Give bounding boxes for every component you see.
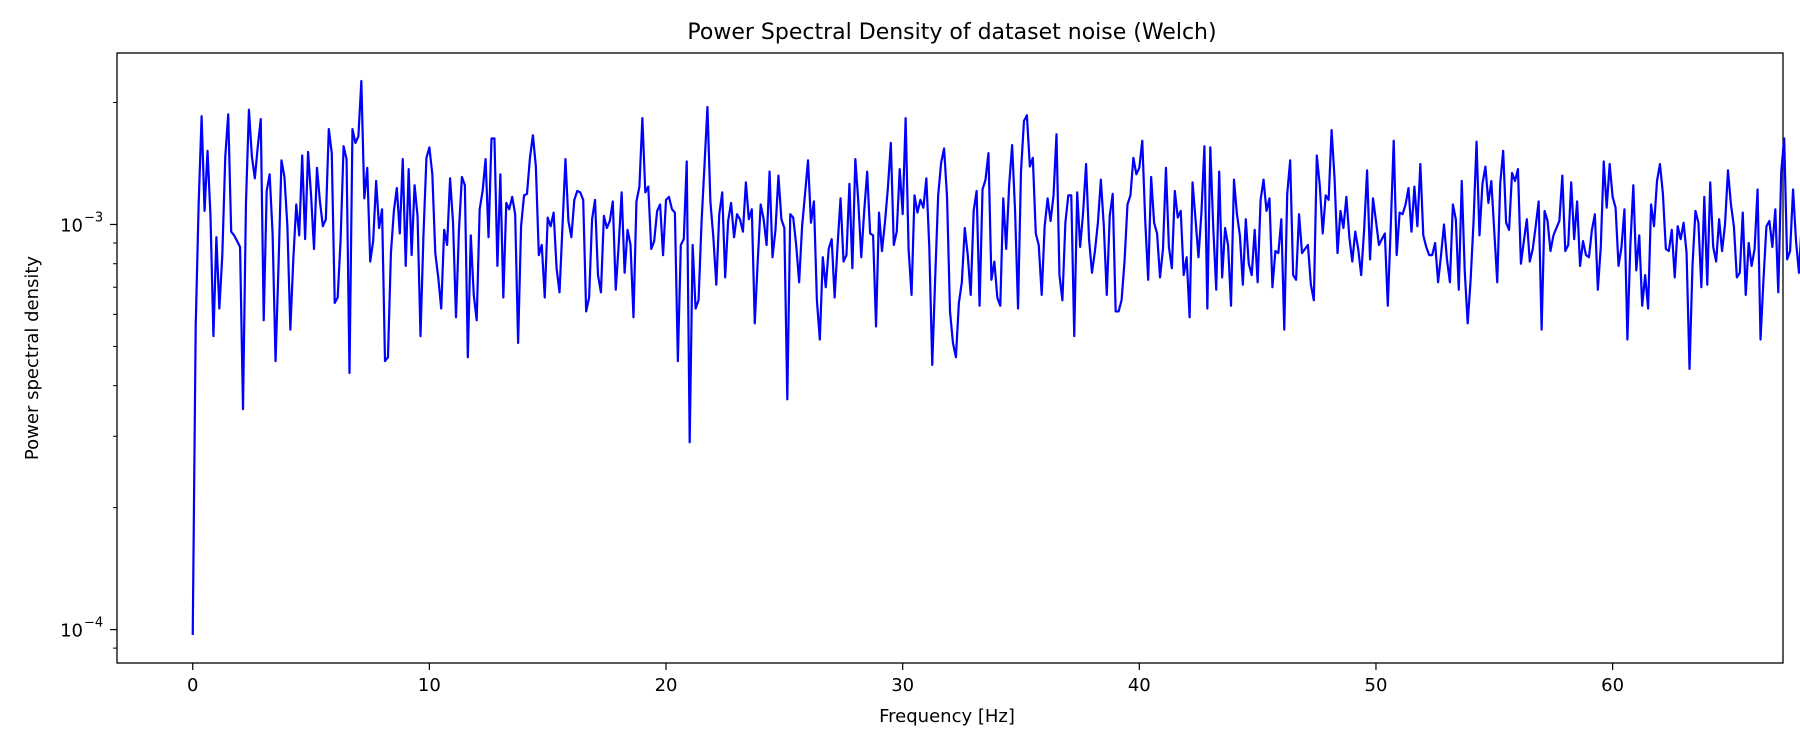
x-tick-label: 30 (891, 675, 914, 696)
y-axis-ticks: 10−410−3 (60, 102, 117, 649)
x-axis-ticks: 0 10 20 30 40 50 60 (187, 663, 1624, 696)
y-tick-label: 10 (60, 621, 83, 642)
y-tick-exponent: −4 (84, 616, 103, 631)
y-axis-label: Power spectral density (22, 256, 43, 460)
plot-area (191, 79, 1800, 635)
y-tick-exponent: −3 (84, 210, 103, 225)
x-axis-label: Frequency [Hz] (879, 706, 1015, 727)
x-tick-label: 60 (1601, 675, 1624, 696)
x-tick-label: 20 (655, 675, 678, 696)
x-tick-label: 10 (418, 675, 441, 696)
x-tick-label: 0 (187, 675, 198, 696)
plot-frame (116, 52, 1784, 664)
chart-title: Power Spectral Density of dataset noise … (687, 20, 1216, 45)
x-tick-label: 40 (1128, 675, 1151, 696)
psd-series-line (191, 79, 1800, 635)
x-tick-label: 50 (1365, 675, 1388, 696)
y-tick-label: 10 (60, 215, 83, 236)
